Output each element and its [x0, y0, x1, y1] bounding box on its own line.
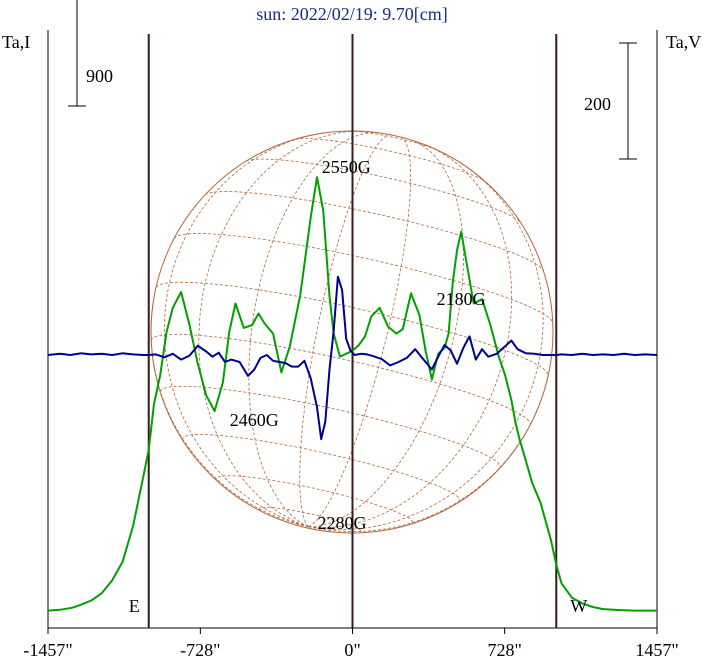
scale-bar-left: 900 [68, 0, 113, 107]
meridian-line [308, 139, 464, 528]
x-tick-label: 0" [344, 640, 360, 660]
intensity-curve [47, 176, 657, 612]
parallel-line [258, 506, 362, 533]
region-label: 2180G [437, 289, 486, 309]
scale-bar-label: 900 [86, 66, 113, 86]
meridian-line [308, 161, 544, 530]
parallel-line [150, 333, 531, 425]
meridian-line [248, 132, 381, 528]
parallel-line [182, 434, 461, 503]
scale-bar-right: 200 [584, 42, 637, 160]
meridian-line [150, 288, 309, 528]
scale-bar-label: 200 [584, 94, 611, 114]
meridian-line [198, 130, 365, 528]
right-axis-label: Ta,V [666, 32, 701, 52]
meridian-line [308, 145, 513, 529]
parallel-line [295, 138, 487, 183]
parallel-line [215, 475, 413, 525]
region-label: 2460G [230, 410, 279, 430]
chart-title: sun: 2022/02/19: 9.70[cm] [256, 4, 448, 24]
x-tick-label: -1457" [23, 640, 72, 660]
x-tick-label: 1457" [635, 640, 678, 660]
parallel-line [155, 281, 549, 376]
parallel-line [245, 158, 522, 224]
parallel-line [173, 233, 553, 323]
parallel-line [159, 385, 501, 469]
x-tick-label: -728" [180, 640, 220, 660]
meridian-line [164, 132, 328, 528]
limb-label-e: E [129, 596, 140, 616]
polarization-curve [47, 275, 658, 441]
parallel-line [204, 191, 544, 272]
x-tick-label: 728" [487, 640, 521, 660]
limb-label-w: W [570, 596, 587, 616]
region-label: 2550G [322, 157, 371, 177]
left-axis-label: Ta,I [2, 32, 30, 52]
parallel-line [350, 130, 440, 152]
region-label: 2280G [318, 513, 367, 533]
